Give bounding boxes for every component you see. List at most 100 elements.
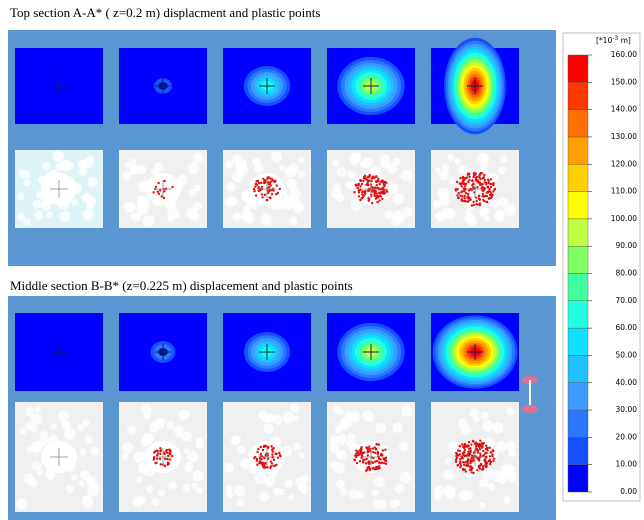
soil-blob: [283, 198, 295, 210]
colorbar-band: [567, 54, 589, 83]
soil-blob: [355, 490, 365, 499]
plastic-point: [356, 450, 360, 453]
soil-blob: [264, 476, 276, 487]
plastic-point: [490, 195, 493, 199]
plastic-point: [359, 198, 362, 202]
soil-blob: [189, 211, 200, 222]
soil-blob: [192, 152, 204, 163]
plastic-point: [367, 462, 371, 465]
plastic-point: [259, 457, 263, 461]
plastic-point: [488, 190, 492, 193]
plastic-point: [464, 191, 468, 195]
plastic-point: [466, 192, 470, 196]
plastic-point: [163, 190, 166, 193]
plastic-point: [155, 449, 159, 452]
plastic-point: [168, 458, 172, 461]
plastic-point: [360, 448, 363, 452]
plastic-point: [374, 448, 378, 451]
soil-blob: [335, 479, 346, 489]
plastic-point: [491, 449, 495, 452]
soil-blob: [504, 204, 517, 217]
plastic-point: [466, 172, 470, 175]
soil-blob: [453, 158, 461, 165]
plastic-point: [482, 198, 485, 202]
soil-blob: [393, 499, 401, 507]
plastic-point: [373, 194, 377, 198]
soil-blob: [193, 202, 202, 211]
soil-blob: [71, 198, 78, 206]
plastic-point: [467, 450, 470, 453]
plastic-point: [455, 452, 459, 456]
soil-blob: [148, 422, 160, 433]
soil-blob: [31, 460, 42, 471]
plastic-point: [481, 195, 484, 198]
plastic-point: [482, 449, 485, 453]
plastic-point: [357, 454, 360, 457]
colorbar-tick-label: 130.00: [611, 132, 637, 141]
soil-blob: [138, 195, 148, 204]
soil-blob: [457, 164, 468, 175]
plastic-point: [362, 461, 365, 464]
plastic-point: [481, 192, 485, 195]
plastic-point: [458, 449, 462, 453]
colorbar-band: [567, 327, 589, 356]
plastic-point: [472, 182, 475, 186]
soil-blob: [293, 203, 304, 214]
plastic-point: [482, 176, 486, 179]
soil-blob: [289, 403, 300, 413]
soil-blob: [243, 212, 255, 224]
soil-blob: [42, 162, 51, 170]
plastic-point: [260, 193, 264, 196]
plastic-point: [371, 447, 374, 450]
soil-blob: [444, 485, 456, 497]
plastic-point: [477, 181, 480, 184]
plastic-point: [493, 187, 497, 191]
plastic-point: [374, 190, 377, 193]
soil-blob: [260, 213, 272, 226]
plastic-point: [377, 179, 380, 182]
soil-blob: [377, 499, 388, 510]
colorbar-tick-label: 40.00: [616, 378, 638, 387]
plastic-point: [481, 468, 485, 471]
plastic-point: [478, 447, 482, 451]
colorbar-band: [567, 355, 589, 383]
plastic-point: [467, 180, 470, 184]
soil-blob: [469, 408, 480, 418]
plastic-point: [355, 454, 359, 457]
colorbar-band: [567, 382, 589, 411]
plastic-point: [477, 458, 480, 461]
colorbar-band: [567, 409, 589, 438]
plastic-point: [478, 445, 481, 449]
plastic-point: [455, 180, 459, 184]
soil-blob: [181, 431, 193, 442]
plastic-point: [361, 195, 365, 199]
soil-blob: [346, 439, 355, 448]
plastic-point: [157, 192, 161, 196]
plastic-point: [491, 183, 494, 186]
plastic-point: [454, 189, 458, 192]
soil-blob: [39, 430, 48, 439]
plastic-point: [475, 178, 478, 182]
plastic-point: [472, 440, 475, 443]
plastic-point: [469, 198, 472, 201]
soil-blob: [79, 470, 90, 481]
plastic-point: [470, 443, 473, 446]
plastic-point: [365, 446, 368, 449]
soil-blob: [137, 496, 146, 505]
plastic-point: [469, 449, 472, 453]
plastic-point: [383, 183, 386, 186]
plastic-point: [254, 455, 257, 459]
plastic-point: [492, 459, 495, 463]
plastic-point: [371, 461, 375, 465]
plastic-point: [366, 450, 369, 454]
plastic-point: [171, 454, 174, 458]
plastic-point: [262, 177, 265, 181]
plastic-point: [457, 196, 460, 200]
plastic-point: [489, 451, 492, 454]
plastic-point: [258, 461, 261, 465]
plastic-point: [479, 183, 482, 186]
soil-blob: [133, 451, 145, 464]
colorbar-band: [567, 164, 589, 192]
soil-blob: [140, 403, 152, 415]
soil-blob: [484, 215, 491, 222]
